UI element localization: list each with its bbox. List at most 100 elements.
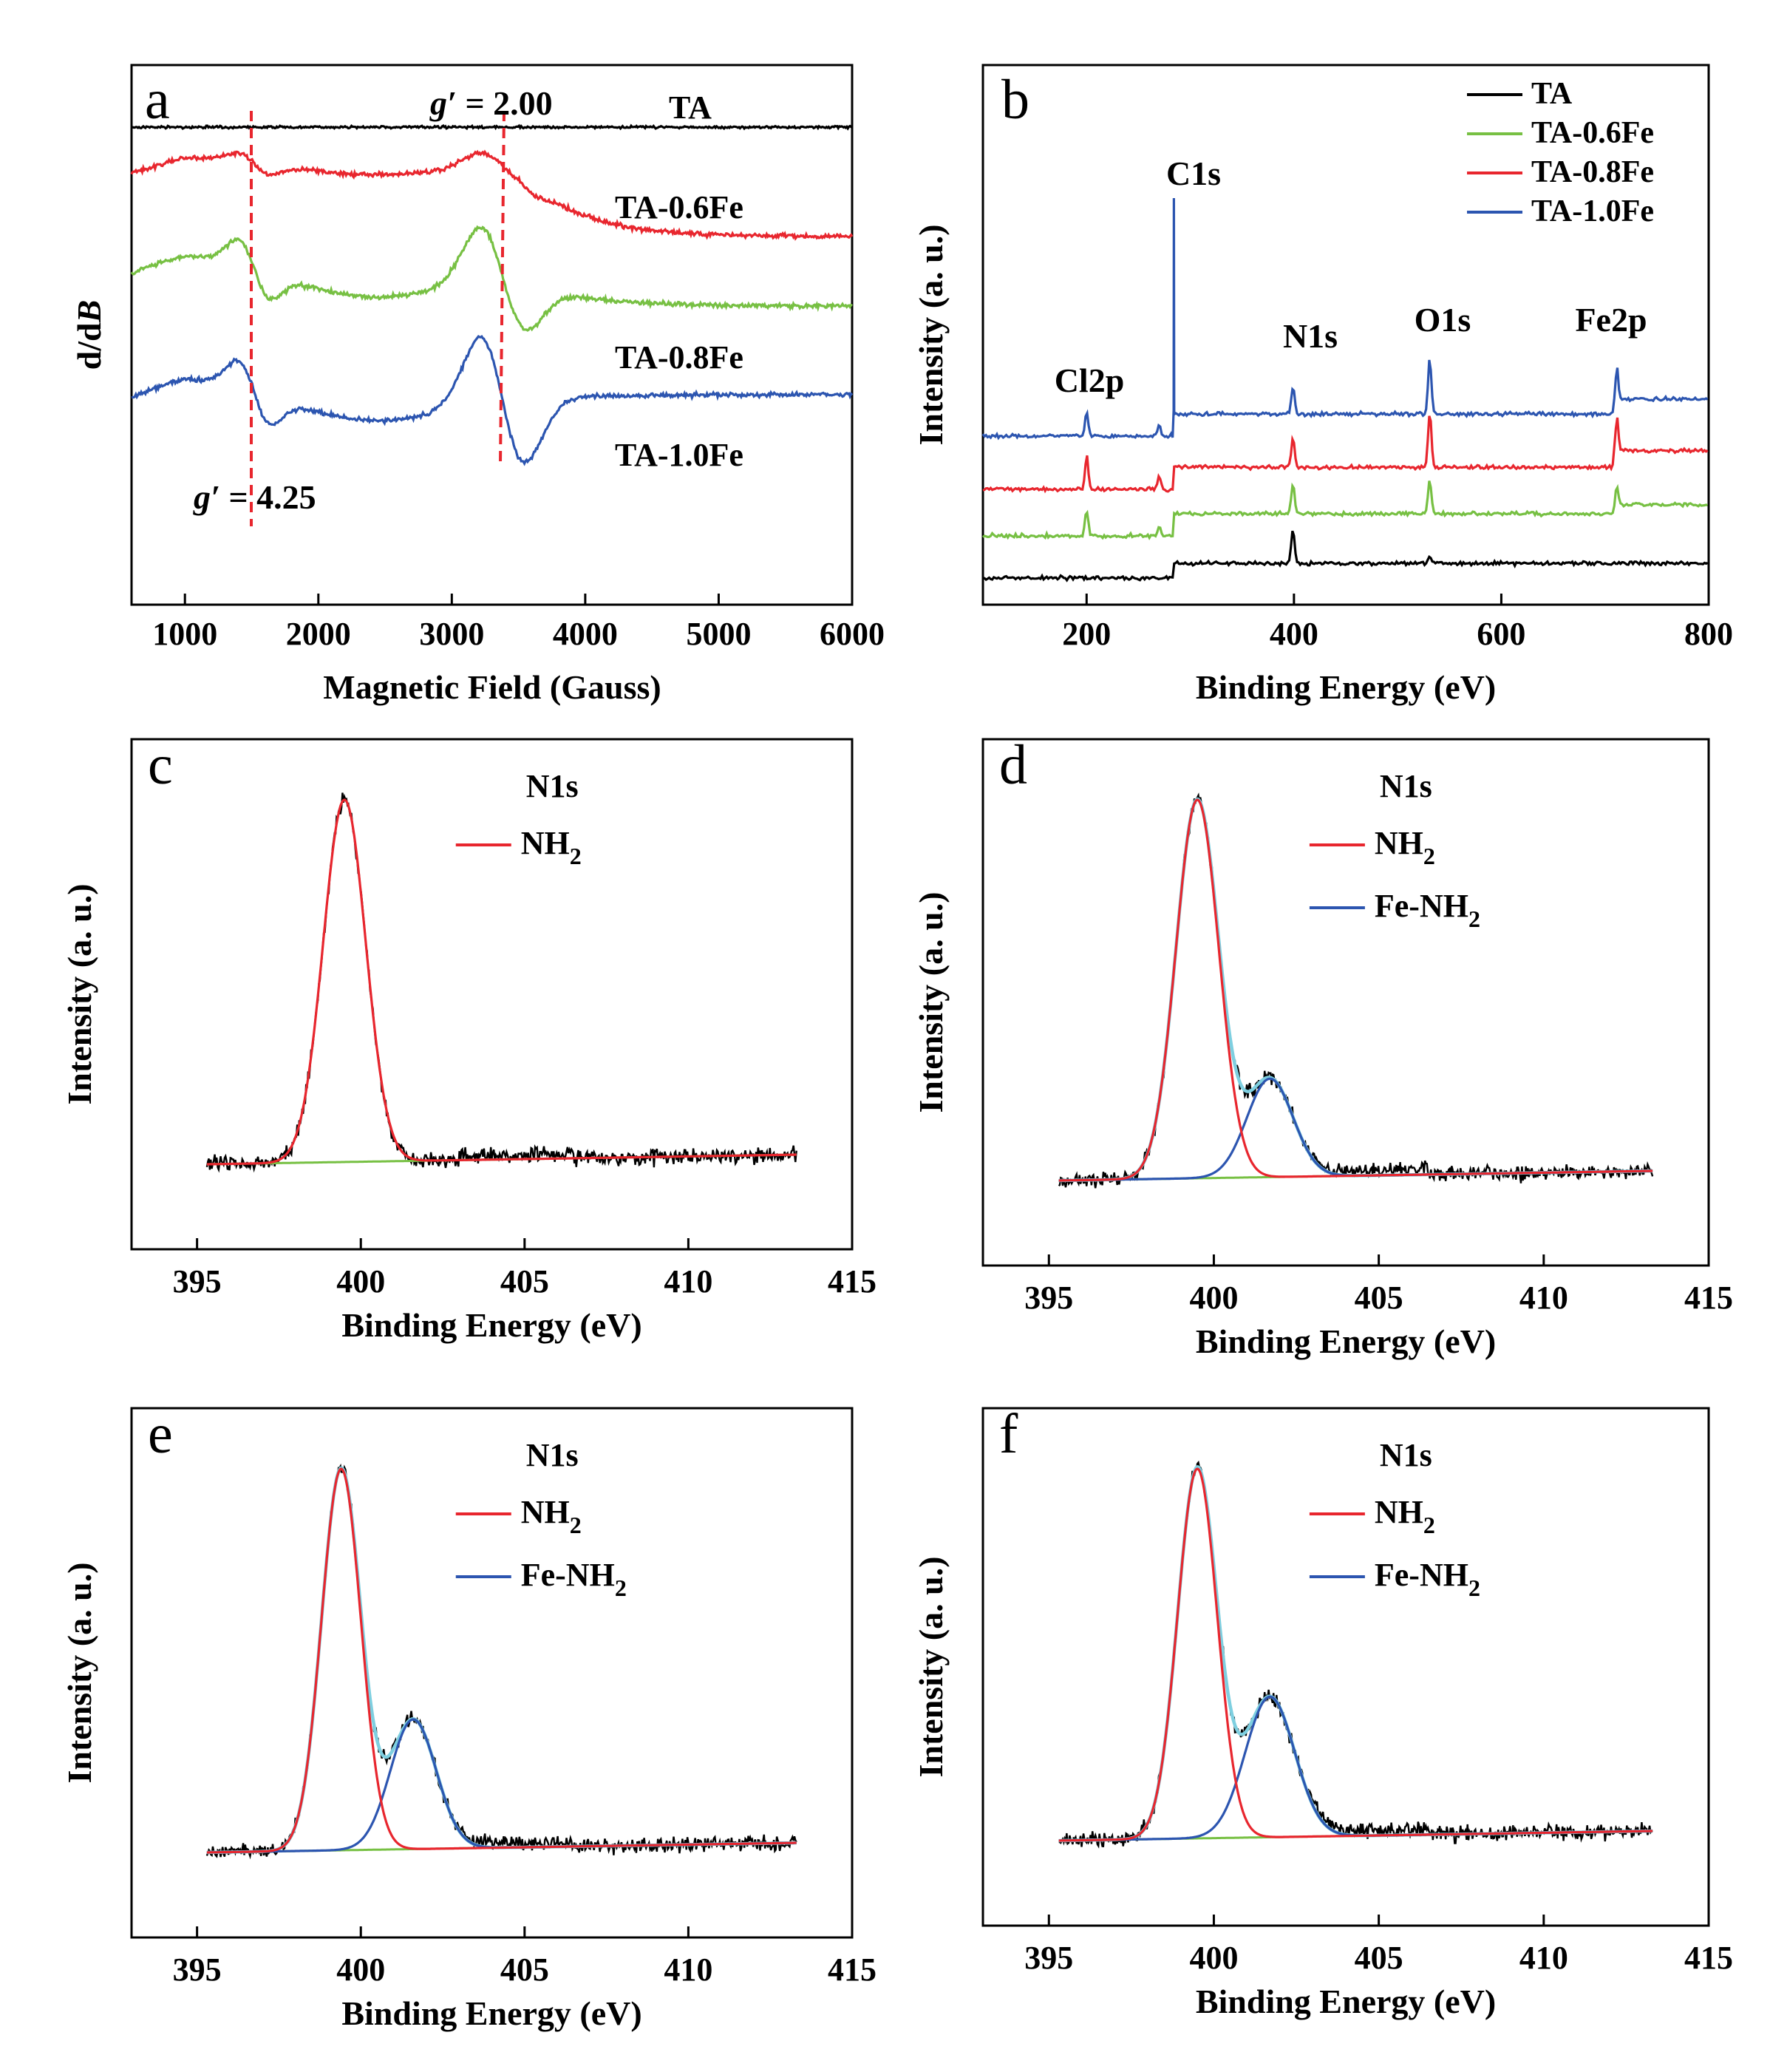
legend-label: Fe-NH2 [521,1557,627,1601]
panel-a-curves [130,123,854,466]
panel-d-n1s: d 395 400 405 410 415 Binding Energy (eV) Inten… [912,734,1733,1360]
envelope-fit [206,1466,797,1855]
panel-a-xlabel: Magnetic Field (Gauss) [323,668,661,706]
g-4-25-annotation: g′ = 4.25 [193,478,316,516]
panel-e-xlabel: Binding Energy (eV) [341,1994,641,2032]
panel-c-frame [130,738,854,1251]
panel-b-xps-survey: b 200 400 600 800 Cl2p C1s N1s O1s Fe2p TA TA-0.… [912,64,1733,706]
peak-label-fe2p: Fe2p [1575,301,1647,339]
x-tick-label: 400 [336,1263,385,1300]
nh2-component [1058,798,1653,1182]
legend-label: Fe-NH2 [1375,1557,1480,1601]
x-tick-label: 6000 [820,616,885,652]
panel-d-frame [981,738,1710,1267]
x-tick-label: 410 [664,1952,712,1988]
x-tick-label: 600 [1477,616,1525,652]
xps-survey-curve [981,197,1709,441]
x-tick-label: 400 [1189,1280,1238,1316]
x-tick-label: 200 [1062,616,1111,652]
panel-e-n1s: e 395 400 405 410 415 Binding Energy (eV) Inten… [61,1403,877,2032]
panel-b-label: b [1001,69,1029,131]
x-tick-label: 410 [1519,1280,1568,1316]
x-tick-label: 3000 [419,616,484,652]
panel-e-ylabel: Intensity (a. u.) [61,1562,98,1783]
xps-survey-curve [982,480,1709,540]
legend-title: N1s [1380,1437,1432,1473]
panel-b-peak-labels: Cl2p C1s N1s O1s Fe2p [1055,154,1647,399]
epr-curve-ta [131,123,853,131]
legend-title: N1s [1380,768,1432,804]
panel-f-label: f [999,1403,1018,1465]
x-tick-label: 395 [1024,1280,1073,1316]
panel-f-xlabel: Binding Energy (eV) [1196,1983,1496,2020]
epr-curve-ta-0-8fe [130,225,853,332]
xps-survey-curve [982,530,1709,582]
panel-f-n1s: f 395 400 405 410 415 Binding Energy (eV) Inten… [912,1403,1733,2020]
panel-b-x-ticks: 200 400 600 800 [1062,594,1733,652]
peak-label-n1s: N1s [1283,317,1338,355]
x-tick-label: 395 [1024,1940,1073,1976]
x-tick-label: 800 [1684,616,1733,652]
x-tick-label: 395 [173,1952,222,1988]
panel-a-ylabel: d/dB [70,300,108,370]
label-ta: TA [669,89,712,126]
nh2-component [1058,1467,1653,1842]
peak-label-c1s: C1s [1166,154,1221,192]
panel-c-xlabel: Binding Energy (eV) [341,1306,641,1344]
legend-label: NH2 [521,825,582,869]
peak-label-o1s: O1s [1415,301,1471,339]
x-tick-label: 415 [1684,1280,1733,1316]
legend-label: Fe-NH2 [1375,888,1480,932]
x-tick-label: 405 [1355,1280,1403,1316]
envelope-fit [1058,797,1653,1183]
x-tick-label: 1000 [152,616,217,652]
nh2-component [206,798,797,1166]
x-tick-label: 400 [336,1952,385,1988]
panel-d-label: d [999,734,1027,796]
label-ta-0-8fe: TA-0.8Fe [615,339,743,376]
panel-d-ylabel: Intensity (a. u.) [912,891,950,1113]
panel-a-label: a [145,69,170,131]
epr-curve-ta-0-6fe [130,149,854,241]
legend-title: N1s [526,768,579,804]
epr-curve-ta-1-0fe [131,334,854,466]
peak-label-cl2p: Cl2p [1055,361,1125,399]
panel-a-x-ticks: 1000 2000 3000 4000 5000 6000 [152,594,885,652]
legend-label: NH2 [521,1494,582,1538]
g-2-00-guide-line [499,110,506,465]
panel-e-label: e [148,1403,173,1465]
panel-b-curves [981,197,1709,582]
raw-spectrum [1058,1460,1653,1849]
x-tick-label: 2000 [286,616,351,652]
xps-survey-curve [982,415,1709,494]
x-tick-label: 410 [664,1263,712,1300]
raw-spectrum [205,1463,797,1860]
panel-b-frame [981,64,1710,606]
nh2-component [206,1467,797,1854]
legend-label: TA-0.6Fe [1531,116,1654,150]
x-tick-label: 5000 [686,616,751,652]
legend-label: TA-0.8Fe [1531,155,1654,189]
fe-nh2-component [1058,1077,1653,1182]
panel-b-ylabel: Intensity (a. u.) [912,224,950,445]
legend-label: TA-1.0Fe [1531,194,1654,228]
panel-b-xlabel: Binding Energy (eV) [1196,668,1496,706]
envelope-fit [1058,1464,1653,1843]
panel-f-ylabel: Intensity (a. u.) [912,1556,950,1777]
x-tick-label: 395 [173,1263,222,1300]
x-tick-label: 405 [500,1952,549,1988]
panel-c-ylabel: Intensity (a. u.) [61,883,98,1104]
panel-c-label: c [148,734,173,796]
x-tick-label: 415 [1684,1940,1733,1976]
legend-label: TA [1531,77,1573,111]
raw-spectrum [1058,792,1654,1189]
panel-f-frame [981,1407,1710,1927]
legend-title: N1s [526,1437,579,1473]
panel-a-frame [130,64,854,606]
x-tick-label: 405 [500,1263,549,1300]
label-ta-0-6fe: TA-0.6Fe [615,189,743,225]
x-tick-label: 415 [828,1263,877,1300]
panel-e-frame [130,1407,854,1939]
x-tick-label: 415 [828,1952,877,1988]
